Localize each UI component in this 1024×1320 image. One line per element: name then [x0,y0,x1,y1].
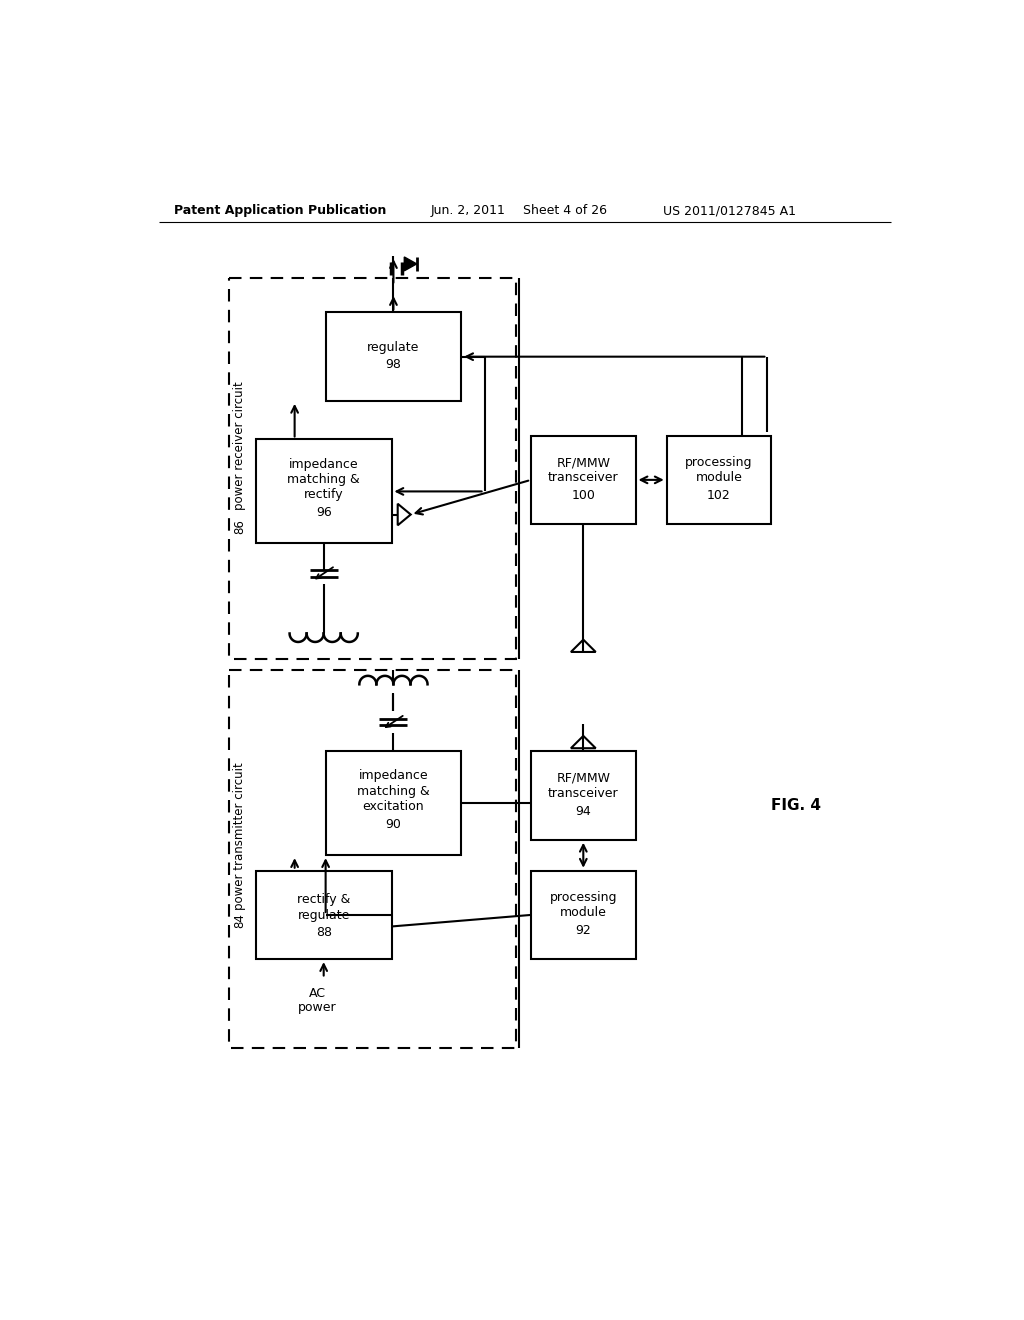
Text: module: module [560,907,607,920]
Text: rectify &: rectify & [297,894,350,907]
Text: rectify: rectify [304,488,343,502]
Text: processing: processing [550,891,617,904]
Text: 92: 92 [575,924,591,937]
Text: regulate: regulate [298,908,350,921]
Bar [326,313,461,401]
Bar [228,277,515,659]
Text: US 2011/0127845 A1: US 2011/0127845 A1 [663,205,796,218]
Text: regulate: regulate [368,341,420,354]
Text: Jun. 2, 2011: Jun. 2, 2011 [430,205,505,218]
Text: 90: 90 [385,818,401,832]
Text: power receiver circuit: power receiver circuit [233,381,246,510]
Text: processing: processing [685,455,753,469]
Text: matching &: matching & [288,473,360,486]
Text: 100: 100 [571,490,595,502]
Text: 102: 102 [707,490,731,502]
Text: power: power [298,1001,337,1014]
Bar [326,751,461,855]
Text: Patent Application Publication: Patent Application Publication [174,205,387,218]
Text: 84: 84 [233,913,246,928]
Text: Sheet 4 of 26: Sheet 4 of 26 [523,205,607,218]
Bar [531,871,636,960]
Text: 98: 98 [385,358,401,371]
Bar [256,871,391,960]
Text: 94: 94 [575,805,591,818]
Text: FIG. 4: FIG. 4 [771,797,821,813]
Text: transceiver: transceiver [548,787,618,800]
Text: excitation: excitation [362,800,424,813]
Text: module: module [695,471,742,484]
Text: 88: 88 [315,925,332,939]
Text: AC: AC [309,987,326,1001]
Text: impedance: impedance [358,770,428,783]
Text: impedance: impedance [289,458,358,471]
Bar [667,436,771,524]
Text: 86: 86 [233,519,246,533]
Text: power transmitter circuit: power transmitter circuit [233,762,246,909]
Text: RF/MMW: RF/MMW [556,772,610,785]
Bar [228,671,515,1048]
Text: transceiver: transceiver [548,471,618,484]
Text: matching &: matching & [357,785,430,797]
Text: 96: 96 [315,506,332,519]
Polygon shape [404,257,417,271]
Bar [531,751,636,840]
Bar [531,436,636,524]
Text: RF/MMW: RF/MMW [556,455,610,469]
Bar [256,440,391,544]
